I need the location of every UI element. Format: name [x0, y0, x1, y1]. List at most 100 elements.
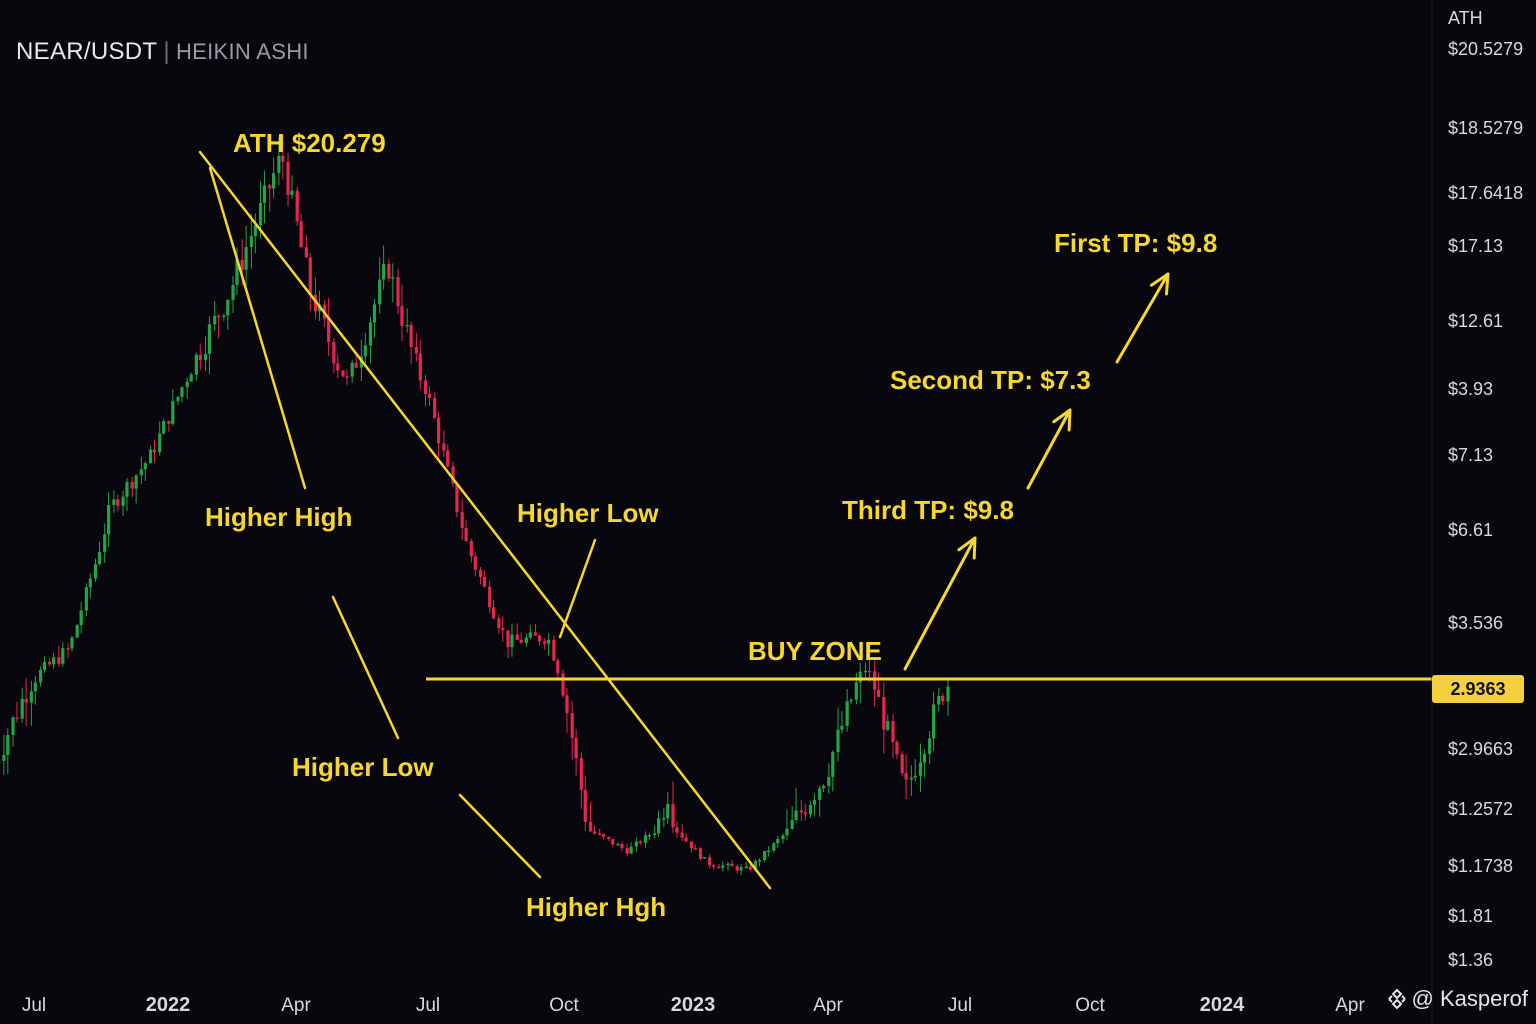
third-tp-arrow-shaft: [903, 536, 977, 671]
y-axis-label: $12.61: [1448, 311, 1503, 331]
higher-low-label-2: Higher Low: [292, 752, 434, 782]
candle-body: [583, 789, 587, 822]
candle-body: [607, 836, 611, 840]
candle-body: [158, 433, 162, 453]
candle-body: [207, 324, 212, 354]
candle-body: [506, 630, 510, 648]
candle-body: [451, 466, 455, 484]
candle-body: [662, 818, 666, 820]
candle-body: [488, 586, 492, 608]
candle-body: [176, 396, 180, 402]
higher-low-label-1: Higher Low: [517, 498, 659, 528]
candle-body: [698, 848, 703, 859]
current-price-badge: 2.9363: [1432, 675, 1524, 703]
candle-body: [666, 803, 670, 819]
candle-body: [327, 318, 331, 343]
candle-body: [66, 648, 70, 650]
candle-body: [249, 236, 253, 248]
candle-body: [368, 322, 373, 346]
candle-body: [217, 315, 221, 318]
candle-body: [244, 247, 248, 270]
candle-body: [616, 844, 620, 846]
candle-body: [634, 841, 638, 847]
candle-body: [332, 342, 336, 364]
candle-body: [524, 637, 528, 644]
candle-body: [198, 354, 202, 361]
first-tp-arrow: [1115, 272, 1170, 364]
y-axis-label: $1.36: [1448, 950, 1493, 970]
candle-body: [647, 835, 652, 837]
higher-high-label: Higher High: [205, 502, 352, 532]
candle-body: [671, 803, 675, 828]
candle-body: [721, 865, 725, 868]
candle-body: [886, 720, 890, 730]
candle-body: [561, 673, 565, 696]
candle-body: [790, 819, 794, 829]
candles-group: [0, 135, 950, 875]
candle-body: [891, 720, 895, 743]
hl-pointer: [558, 538, 597, 639]
candle-body: [387, 264, 391, 279]
candle-body: [592, 831, 597, 834]
first-tp-arrow-head: [1149, 272, 1170, 296]
y-axis-label: $2.9663: [1448, 739, 1513, 759]
candle-body: [831, 752, 835, 777]
candle-body: [537, 635, 542, 642]
candle-body: [222, 315, 226, 317]
candle-body: [528, 632, 532, 638]
candle-body: [638, 841, 642, 844]
candle-body: [93, 564, 98, 579]
candle-body: [148, 449, 153, 464]
y-axis: ATH $20.5279 $18.5279 $17.6418 $17.13 $12.61 $…: [1431, 0, 1523, 1024]
candle-body: [565, 695, 569, 714]
candle-body: [763, 850, 767, 861]
candle-body: [909, 777, 913, 780]
candle-body: [849, 699, 853, 702]
candle-body: [675, 827, 679, 833]
y-axis-label: $3.536: [1448, 613, 1503, 633]
candle-body: [941, 695, 945, 702]
candle-body: [629, 846, 633, 854]
y-axis-label: $1.81: [1448, 906, 1493, 926]
third-tp-label: Third TP: $9.8: [842, 495, 1014, 525]
candle-body: [501, 628, 505, 631]
third-tp-arrow: [903, 536, 977, 671]
candle-body: [785, 828, 789, 836]
candle-body: [24, 698, 28, 703]
candle-body: [464, 527, 468, 542]
candle-body: [363, 345, 367, 357]
y-axis-label: $18.5279: [1448, 118, 1523, 138]
buy-zone-label: BUY ZONE: [748, 636, 882, 666]
candle-body: [185, 381, 189, 388]
candle-body: [735, 866, 739, 871]
candle-body: [611, 839, 615, 845]
second-tp-label: Second TP: $7.3: [890, 365, 1091, 395]
candle-body: [88, 578, 92, 588]
candle-body: [418, 353, 422, 381]
candle-body: [336, 363, 340, 371]
x-axis-label: Jul: [416, 995, 440, 1016]
candle-body: [226, 299, 230, 316]
candle-body: [414, 347, 418, 354]
candle-body: [171, 401, 175, 424]
candle-body: [382, 264, 386, 280]
second-tp-arrow-shaft: [1026, 408, 1072, 490]
candle-body: [515, 634, 519, 640]
candle-body: [97, 551, 102, 565]
candle-body: [492, 607, 496, 619]
hh-diagonal: [208, 166, 307, 490]
candle-body: [845, 701, 849, 726]
watermark: @ Kasperof: [1386, 986, 1528, 1012]
candle-body: [726, 863, 730, 866]
candle-body: [730, 863, 734, 867]
second-tp-arrow: [1026, 408, 1072, 490]
chart-type-label: HEIKIN ASHI: [175, 39, 309, 64]
candle-body: [189, 374, 193, 382]
candle-body: [6, 734, 10, 755]
candle-body: [812, 800, 817, 805]
candle-body: [38, 669, 43, 683]
candle-body: [29, 691, 33, 703]
y-axis-label: ATH: [1448, 8, 1483, 28]
x-axis-label: 2024: [1200, 994, 1245, 1016]
